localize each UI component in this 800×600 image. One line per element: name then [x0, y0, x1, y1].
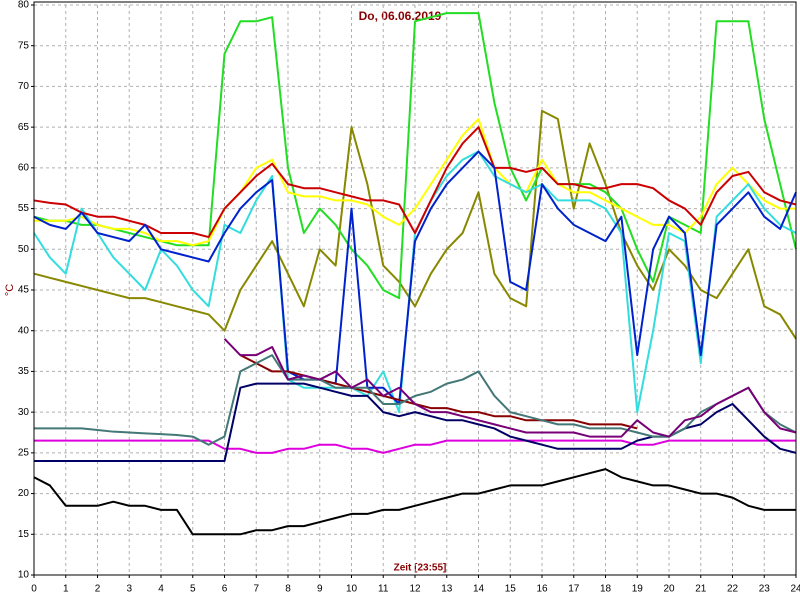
x-tick-label: 1 [63, 584, 69, 595]
x-tick-label: 17 [568, 584, 580, 595]
x-tick-label: 18 [600, 584, 612, 595]
x-tick-label: 10 [346, 584, 358, 595]
x-axis-label: Zeit [23:55] [394, 563, 447, 574]
x-tick-label: 9 [317, 584, 323, 595]
y-tick-label: 70 [18, 81, 30, 92]
x-tick-label: 14 [473, 584, 485, 595]
x-tick-label: 7 [253, 584, 259, 595]
x-tick-label: 22 [727, 584, 739, 595]
y-axis-label: °C [4, 284, 16, 296]
x-tick-label: 5 [190, 584, 196, 595]
x-tick-label: 0 [31, 584, 37, 595]
x-tick-label: 3 [126, 584, 132, 595]
y-tick-label: 20 [18, 488, 30, 499]
data-line [34, 439, 796, 454]
x-tick-label: 4 [158, 584, 164, 595]
data-line [33, 109, 797, 340]
y-tick-label: 10 [18, 570, 30, 581]
y-tick-label: 35 [18, 366, 30, 377]
x-tick-label: 2 [95, 584, 101, 595]
x-tick-label: 19 [632, 584, 644, 595]
data-line [223, 338, 797, 438]
data-line [33, 126, 797, 239]
x-tick-label: 16 [536, 584, 548, 595]
y-tick-label: 30 [18, 407, 30, 418]
x-tick-label: 21 [695, 584, 707, 595]
x-tick-label: 20 [663, 584, 675, 595]
x-tick-label: 6 [222, 584, 228, 595]
y-tick-label: 60 [18, 162, 30, 173]
y-tick-label: 40 [18, 325, 30, 336]
y-tick-label: 25 [18, 447, 30, 458]
chart-title: Do, 06.06.2019 [359, 9, 442, 23]
y-tick-label: 75 [18, 40, 30, 51]
data-line [33, 468, 796, 536]
x-tick-label: 11 [378, 584, 389, 595]
x-tick-label: 23 [759, 584, 771, 595]
y-tick-label: 50 [18, 244, 30, 255]
data-line [33, 150, 797, 405]
y-tick-label: 65 [18, 122, 30, 133]
x-tick-label: 15 [505, 584, 517, 595]
x-tick-label: 12 [409, 584, 421, 595]
x-tick-label: 8 [285, 584, 291, 595]
plot-frame [33, 1, 797, 576]
y-tick-label: 55 [18, 203, 30, 214]
x-tick-label: 13 [441, 584, 453, 595]
y-tick-label: 80 [18, 0, 30, 11]
y-tick-label: 15 [18, 529, 30, 540]
x-tick-label: 24 [790, 584, 800, 595]
data-line [34, 118, 796, 247]
y-tick-label: 45 [18, 285, 30, 296]
